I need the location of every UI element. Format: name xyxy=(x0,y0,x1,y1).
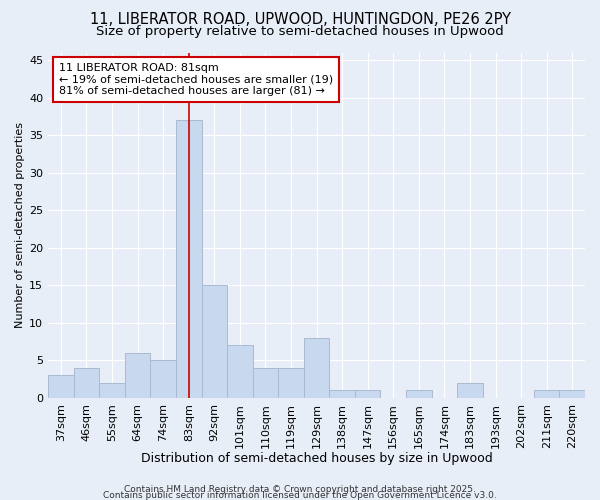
Bar xyxy=(253,368,278,398)
Bar xyxy=(278,368,304,398)
Bar xyxy=(355,390,380,398)
Y-axis label: Number of semi-detached properties: Number of semi-detached properties xyxy=(15,122,25,328)
Bar xyxy=(329,390,355,398)
Bar xyxy=(406,390,431,398)
Bar xyxy=(151,360,176,398)
Bar xyxy=(227,346,253,398)
Text: Size of property relative to semi-detached houses in Upwood: Size of property relative to semi-detach… xyxy=(96,25,504,38)
Bar xyxy=(457,383,483,398)
Text: 11, LIBERATOR ROAD, UPWOOD, HUNTINGDON, PE26 2PY: 11, LIBERATOR ROAD, UPWOOD, HUNTINGDON, … xyxy=(89,12,511,28)
X-axis label: Distribution of semi-detached houses by size in Upwood: Distribution of semi-detached houses by … xyxy=(141,452,493,465)
Bar xyxy=(534,390,559,398)
Bar xyxy=(304,338,329,398)
Text: 11 LIBERATOR ROAD: 81sqm
← 19% of semi-detached houses are smaller (19)
81% of s: 11 LIBERATOR ROAD: 81sqm ← 19% of semi-d… xyxy=(59,63,333,96)
Bar xyxy=(176,120,202,398)
Bar xyxy=(125,353,151,398)
Text: Contains HM Land Registry data © Crown copyright and database right 2025.: Contains HM Land Registry data © Crown c… xyxy=(124,485,476,494)
Bar xyxy=(202,286,227,398)
Bar xyxy=(99,383,125,398)
Bar xyxy=(48,376,74,398)
Bar xyxy=(559,390,585,398)
Bar xyxy=(74,368,99,398)
Text: Contains public sector information licensed under the Open Government Licence v3: Contains public sector information licen… xyxy=(103,490,497,500)
